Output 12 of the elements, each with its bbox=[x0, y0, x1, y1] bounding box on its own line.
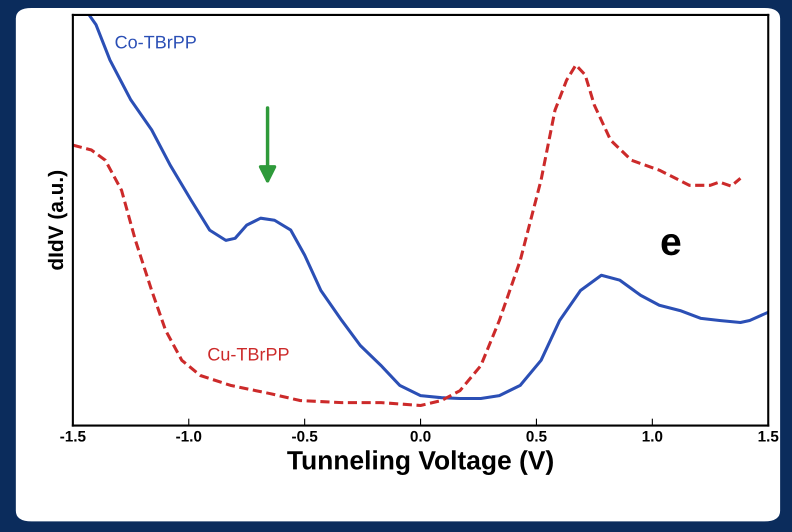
x-axis-title: Tunneling Voltage (V) bbox=[287, 450, 553, 475]
x-tick-label: 0.5 bbox=[526, 430, 547, 442]
x-tick-label: 1.0 bbox=[642, 430, 662, 442]
x-tick-label: 0.0 bbox=[410, 430, 431, 442]
series-label: Cu-TBrPP bbox=[208, 348, 289, 361]
y-axis-title: dIdV (a.u.) bbox=[48, 170, 68, 270]
x-tick-label: -0.5 bbox=[292, 430, 318, 442]
annotation: e bbox=[662, 234, 680, 256]
x-tick-label: 1.5 bbox=[758, 431, 778, 442]
x-tick-label: -1.5 bbox=[60, 431, 86, 442]
x-tick-label: -1.0 bbox=[176, 430, 202, 442]
series-label: Co-TBrPP bbox=[116, 36, 196, 48]
